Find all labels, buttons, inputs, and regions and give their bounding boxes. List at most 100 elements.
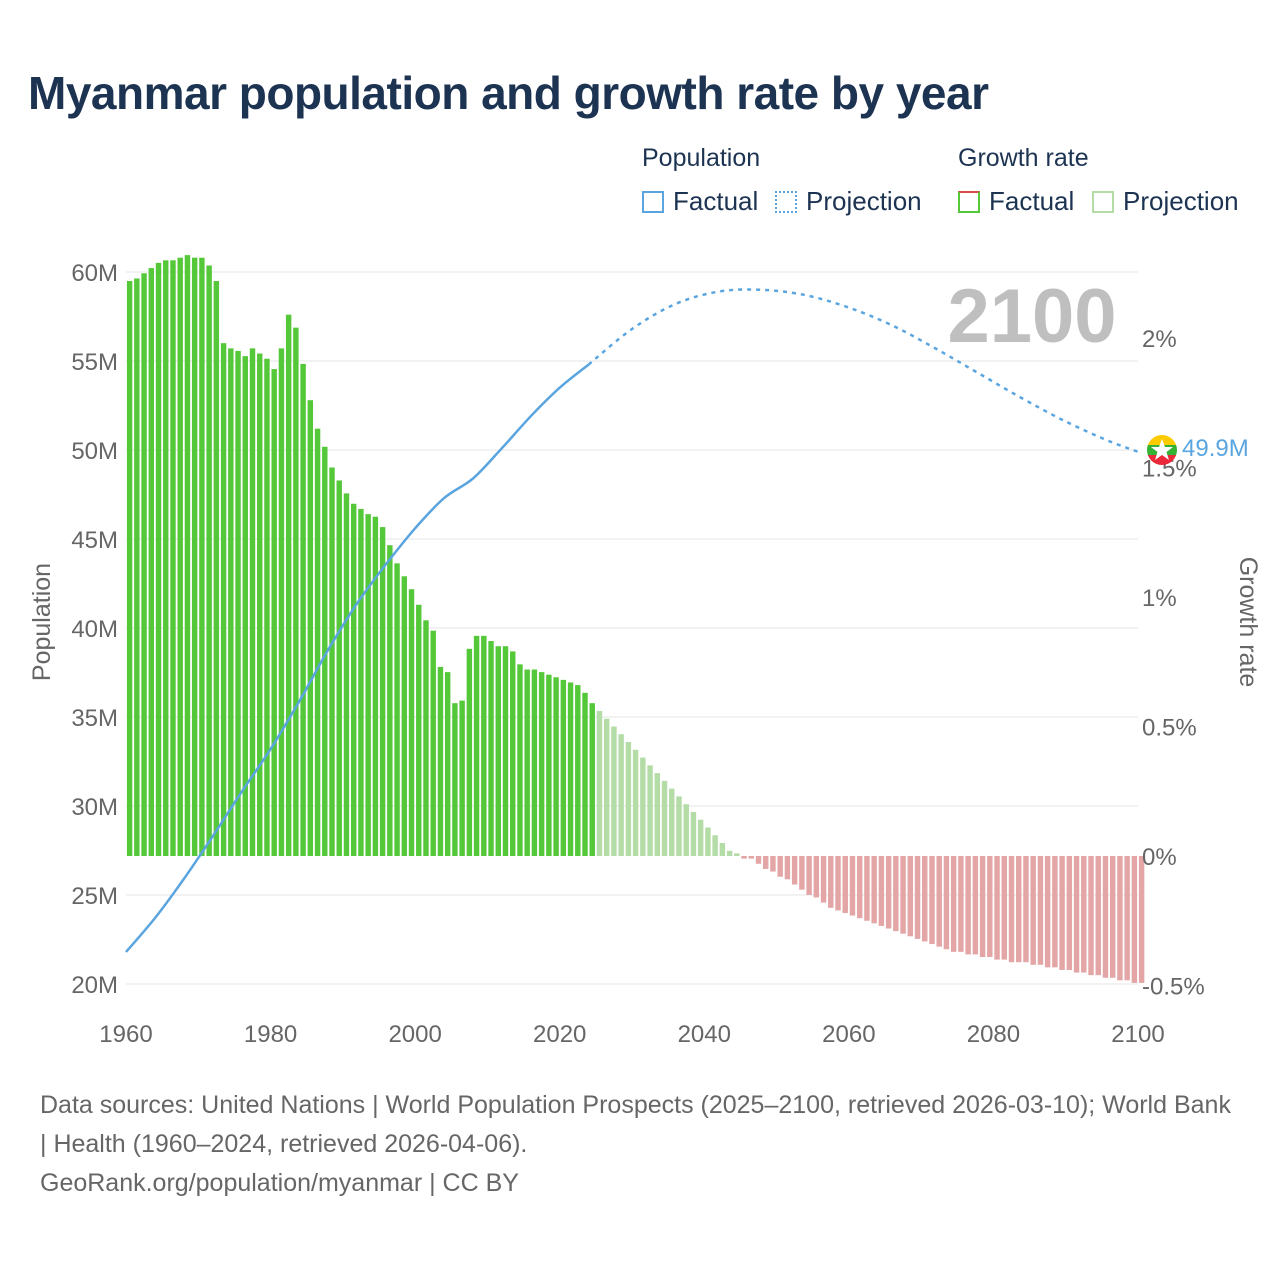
x-tick-label: 2080 — [967, 1021, 1020, 1048]
legend-population-projection[interactable]: Projection — [775, 186, 922, 217]
growth-bar-1975 — [235, 350, 241, 856]
x-tick-label: 2020 — [533, 1021, 586, 1048]
growth-bar-1967 — [177, 257, 183, 857]
legend-dotted-swatch-icon — [775, 190, 797, 213]
growth-bar-2008 — [473, 635, 480, 856]
growth-bar-1992 — [358, 508, 364, 856]
growth-bar-2030 — [632, 749, 639, 856]
growth-bar-2065 — [885, 856, 892, 929]
legend-population-factual[interactable]: Factual — [642, 186, 758, 217]
growth-bar-2015 — [524, 669, 530, 856]
growth-bar-1987 — [322, 446, 328, 856]
growth-bar-1982 — [285, 314, 292, 856]
growth-bar-1971 — [206, 265, 212, 857]
growth-bar-2047 — [755, 856, 762, 864]
growth-bar-1980 — [271, 369, 277, 856]
growth-bar-1995 — [379, 527, 386, 856]
growth-bar-2004 — [444, 672, 451, 856]
growth-bar-2062 — [864, 856, 870, 921]
growth-bar-2059 — [842, 856, 848, 913]
growth-bar-2100 — [1138, 856, 1145, 983]
legend-population-projection-label: Projection — [806, 186, 922, 216]
growth-bar-2082 — [1008, 856, 1015, 963]
population-lines — [125, 288, 1139, 953]
growth-bar-1988 — [329, 467, 335, 856]
growth-bar-2013 — [510, 651, 516, 856]
growth-bar-1996 — [387, 545, 393, 856]
y-left-tick-label: 25M — [71, 883, 118, 910]
growth-bar-1968 — [184, 255, 191, 856]
growth-bar-1994 — [372, 516, 379, 856]
growth-bar-2057 — [828, 856, 834, 908]
growth-bar-1972 — [213, 281, 220, 856]
growth-bar-2025 — [596, 710, 603, 856]
growth-bar-2054 — [806, 856, 812, 895]
growth-bar-2028 — [618, 734, 624, 856]
y-right-tick-label: 0.5% — [1142, 715, 1197, 742]
growth-bar-1984 — [300, 363, 306, 856]
growth-bar-1991 — [350, 503, 357, 856]
growth-bar-1974 — [228, 348, 234, 856]
growth-bar-2036 — [676, 796, 682, 856]
growth-bar-2055 — [813, 856, 820, 898]
growth-bar-2001 — [423, 620, 429, 856]
growth-bar-2091 — [1073, 856, 1080, 973]
page-title: Myanmar population and growth rate by ye… — [28, 67, 989, 119]
growth-bar-1978 — [257, 353, 263, 856]
growth-bar-2073 — [943, 856, 950, 950]
growth-bar-2097 — [1117, 856, 1123, 981]
growth-bar-2063 — [871, 856, 877, 924]
right-axis-ticks: -0.5%0%0.5%1%1.5%2% — [1142, 326, 1205, 1001]
x-tick-label: 2000 — [388, 1021, 441, 1048]
growth-bar-2084 — [1023, 856, 1029, 963]
growth-rate-bars — [126, 255, 1145, 983]
growth-bar-2021 — [567, 682, 574, 856]
growth-bar-2048 — [763, 856, 769, 869]
growth-bar-2068 — [907, 856, 914, 937]
growth-bar-2026 — [603, 718, 610, 856]
population-growth-chart: 20M 25M 30M 35M 40M 45M 50M 55M 60M -0.5% 0% 0.5% 1… — [28, 255, 1262, 1048]
legend-population-heading: Population — [642, 144, 761, 172]
growth-bar-2061 — [856, 856, 863, 919]
growth-bar-2029 — [625, 742, 632, 856]
growth-bar-2075 — [958, 856, 964, 952]
growth-bar-1961 — [134, 278, 140, 856]
legend-growth-projection-label: Projection — [1123, 186, 1239, 216]
growth-bar-2050 — [777, 856, 783, 877]
x-tick-label: 1980 — [244, 1021, 297, 1048]
growth-bar-2014 — [517, 664, 523, 856]
y-left-tick-label: 55M — [71, 349, 118, 376]
growth-bar-2007 — [466, 648, 473, 856]
growth-bar-2020 — [560, 679, 567, 856]
growth-bar-2023 — [582, 692, 588, 856]
gridlines — [126, 271, 1138, 985]
growth-bar-1965 — [163, 260, 169, 856]
x-tick-label: 2100 — [1111, 1021, 1164, 1048]
growth-bar-2096 — [1109, 856, 1116, 978]
growth-bar-2074 — [950, 856, 957, 952]
growth-bar-2037 — [683, 804, 689, 856]
growth-bar-1998 — [401, 576, 408, 856]
growth-bar-2044 — [734, 853, 740, 856]
left-axis-ticks: 20M 25M 30M 35M 40M 45M 50M 55M 60M — [71, 260, 118, 999]
growth-bar-2099 — [1131, 856, 1138, 983]
myanmar-flag-icon — [1147, 435, 1177, 465]
credit-link[interactable]: GeoRank.org/population/myanmar | CC BY — [40, 1169, 519, 1197]
growth-bar-2086 — [1037, 856, 1044, 965]
legend-growth-factual[interactable]: Factual — [958, 186, 1074, 217]
growth-bar-1990 — [343, 493, 350, 856]
growth-bar-1976 — [242, 356, 248, 856]
y-left-axis-label: Population — [28, 563, 56, 681]
growth-bar-1966 — [170, 260, 176, 856]
legend-growth-projection[interactable]: Projection — [1092, 186, 1239, 217]
growth-bar-2027 — [611, 726, 617, 856]
growth-bar-2016 — [531, 669, 538, 856]
growth-bar-2049 — [770, 856, 776, 872]
growth-bar-2078 — [979, 856, 986, 958]
growth-bar-1963 — [148, 268, 155, 856]
growth-bar-1973 — [220, 343, 227, 856]
growth-bar-2071 — [929, 856, 935, 945]
growth-bar-2051 — [784, 856, 791, 880]
legend-light-green-swatch-icon — [1092, 190, 1114, 213]
growth-bar-2064 — [878, 856, 885, 926]
